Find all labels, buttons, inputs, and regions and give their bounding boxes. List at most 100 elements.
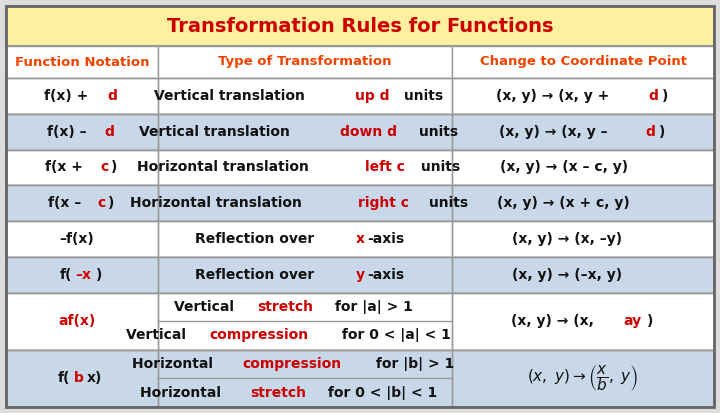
Text: d: d <box>107 89 117 103</box>
Text: Horizontal: Horizontal <box>132 357 218 371</box>
Text: stretch: stretch <box>251 386 307 400</box>
Text: (x, y) → (x, –y): (x, y) → (x, –y) <box>512 232 622 246</box>
Text: y: y <box>356 268 364 282</box>
Text: f(: f( <box>60 268 72 282</box>
Text: units: units <box>414 125 458 139</box>
Text: Horizontal: Horizontal <box>140 386 226 400</box>
Bar <box>6 221 158 257</box>
Bar <box>6 221 714 257</box>
Bar <box>452 257 714 292</box>
Bar <box>6 350 158 407</box>
Bar <box>6 46 714 78</box>
Text: Change to Coordinate Point: Change to Coordinate Point <box>480 55 687 69</box>
Text: down d: down d <box>341 125 397 139</box>
Text: (x, y) → (x – c, y): (x, y) → (x – c, y) <box>500 160 629 174</box>
Text: stretch: stretch <box>257 300 313 314</box>
Text: x): x) <box>86 371 102 385</box>
Bar <box>158 114 452 150</box>
Text: af(x): af(x) <box>58 314 95 328</box>
Text: Reflection over: Reflection over <box>195 232 320 246</box>
Bar <box>158 46 452 78</box>
Bar <box>452 150 714 185</box>
Bar <box>6 114 158 150</box>
Bar <box>158 185 452 221</box>
Bar <box>452 292 714 350</box>
Bar <box>158 292 452 350</box>
Bar <box>6 78 714 114</box>
Text: –f(x): –f(x) <box>60 232 94 246</box>
Text: f(x –: f(x – <box>48 196 86 210</box>
Bar <box>6 114 714 150</box>
Text: right c: right c <box>358 196 409 210</box>
Bar <box>158 221 452 257</box>
Text: left c: left c <box>365 160 405 174</box>
Text: f(x) +: f(x) + <box>44 89 93 103</box>
Text: units: units <box>416 160 461 174</box>
Text: x: x <box>356 232 364 246</box>
Text: for 0 < |a| < 1: for 0 < |a| < 1 <box>338 328 451 342</box>
Text: units: units <box>400 89 444 103</box>
Bar <box>6 6 714 46</box>
Text: Vertical: Vertical <box>126 328 191 342</box>
Text: Vertical translation: Vertical translation <box>140 125 295 139</box>
Text: for |b| > 1: for |b| > 1 <box>371 357 454 371</box>
Text: –x: –x <box>76 268 91 282</box>
Bar <box>158 78 452 114</box>
Bar <box>158 257 452 292</box>
Text: up d: up d <box>355 89 390 103</box>
Text: (x, y) → (x + c, y): (x, y) → (x + c, y) <box>498 196 630 210</box>
Text: Vertical translation: Vertical translation <box>154 89 310 103</box>
Bar <box>158 350 452 407</box>
Text: for 0 < |b| < 1: for 0 < |b| < 1 <box>323 386 437 400</box>
Bar <box>6 78 158 114</box>
Bar <box>452 221 714 257</box>
Text: $\mathit{(x,\ y)} \rightarrow \left(\dfrac{\mathit{x}}{\mathit{b}},\ \mathit{y}\: $\mathit{(x,\ y)} \rightarrow \left(\dfr… <box>527 363 639 394</box>
Bar <box>6 257 714 292</box>
Text: c: c <box>97 196 106 210</box>
Text: Transformation Rules for Functions: Transformation Rules for Functions <box>167 17 553 36</box>
Text: for |a| > 1: for |a| > 1 <box>330 300 413 314</box>
Text: f(x) –: f(x) – <box>47 125 91 139</box>
Text: Type of Transformation: Type of Transformation <box>218 55 392 69</box>
Text: f(: f( <box>58 371 71 385</box>
Text: Reflection over: Reflection over <box>195 268 320 282</box>
Text: ): ) <box>647 314 654 328</box>
Text: (x, y) → (–x, y): (x, y) → (–x, y) <box>512 268 622 282</box>
Text: -axis: -axis <box>367 232 404 246</box>
Text: compression: compression <box>210 328 309 342</box>
Text: d: d <box>649 89 659 103</box>
Bar <box>6 350 714 407</box>
Bar <box>6 185 714 221</box>
Text: ): ) <box>662 89 668 103</box>
Bar <box>452 46 714 78</box>
Bar <box>452 114 714 150</box>
Text: compression: compression <box>243 357 342 371</box>
Text: (x, y) → (x, y –: (x, y) → (x, y – <box>499 125 613 139</box>
Bar <box>452 185 714 221</box>
Bar <box>452 78 714 114</box>
Bar <box>6 257 158 292</box>
Text: d: d <box>104 125 114 139</box>
Bar <box>6 150 158 185</box>
Bar <box>452 350 714 407</box>
Text: ): ) <box>111 160 117 174</box>
Bar <box>158 150 452 185</box>
Text: (x, y) → (x,: (x, y) → (x, <box>510 314 598 328</box>
Text: Vertical: Vertical <box>174 300 238 314</box>
Text: f(x +: f(x + <box>45 160 88 174</box>
Bar <box>6 292 714 350</box>
Bar <box>6 150 714 185</box>
Text: ): ) <box>108 196 114 210</box>
Text: Function Notation: Function Notation <box>15 55 149 69</box>
Text: Horizontal translation: Horizontal translation <box>130 196 307 210</box>
Bar <box>6 292 158 350</box>
Text: units: units <box>423 196 468 210</box>
Bar <box>6 185 158 221</box>
Text: ): ) <box>96 268 103 282</box>
Text: b: b <box>74 371 84 385</box>
Text: d: d <box>646 125 656 139</box>
Text: c: c <box>100 160 109 174</box>
Text: Horizontal translation: Horizontal translation <box>137 160 314 174</box>
Text: -axis: -axis <box>367 268 404 282</box>
Text: ay: ay <box>624 314 642 328</box>
